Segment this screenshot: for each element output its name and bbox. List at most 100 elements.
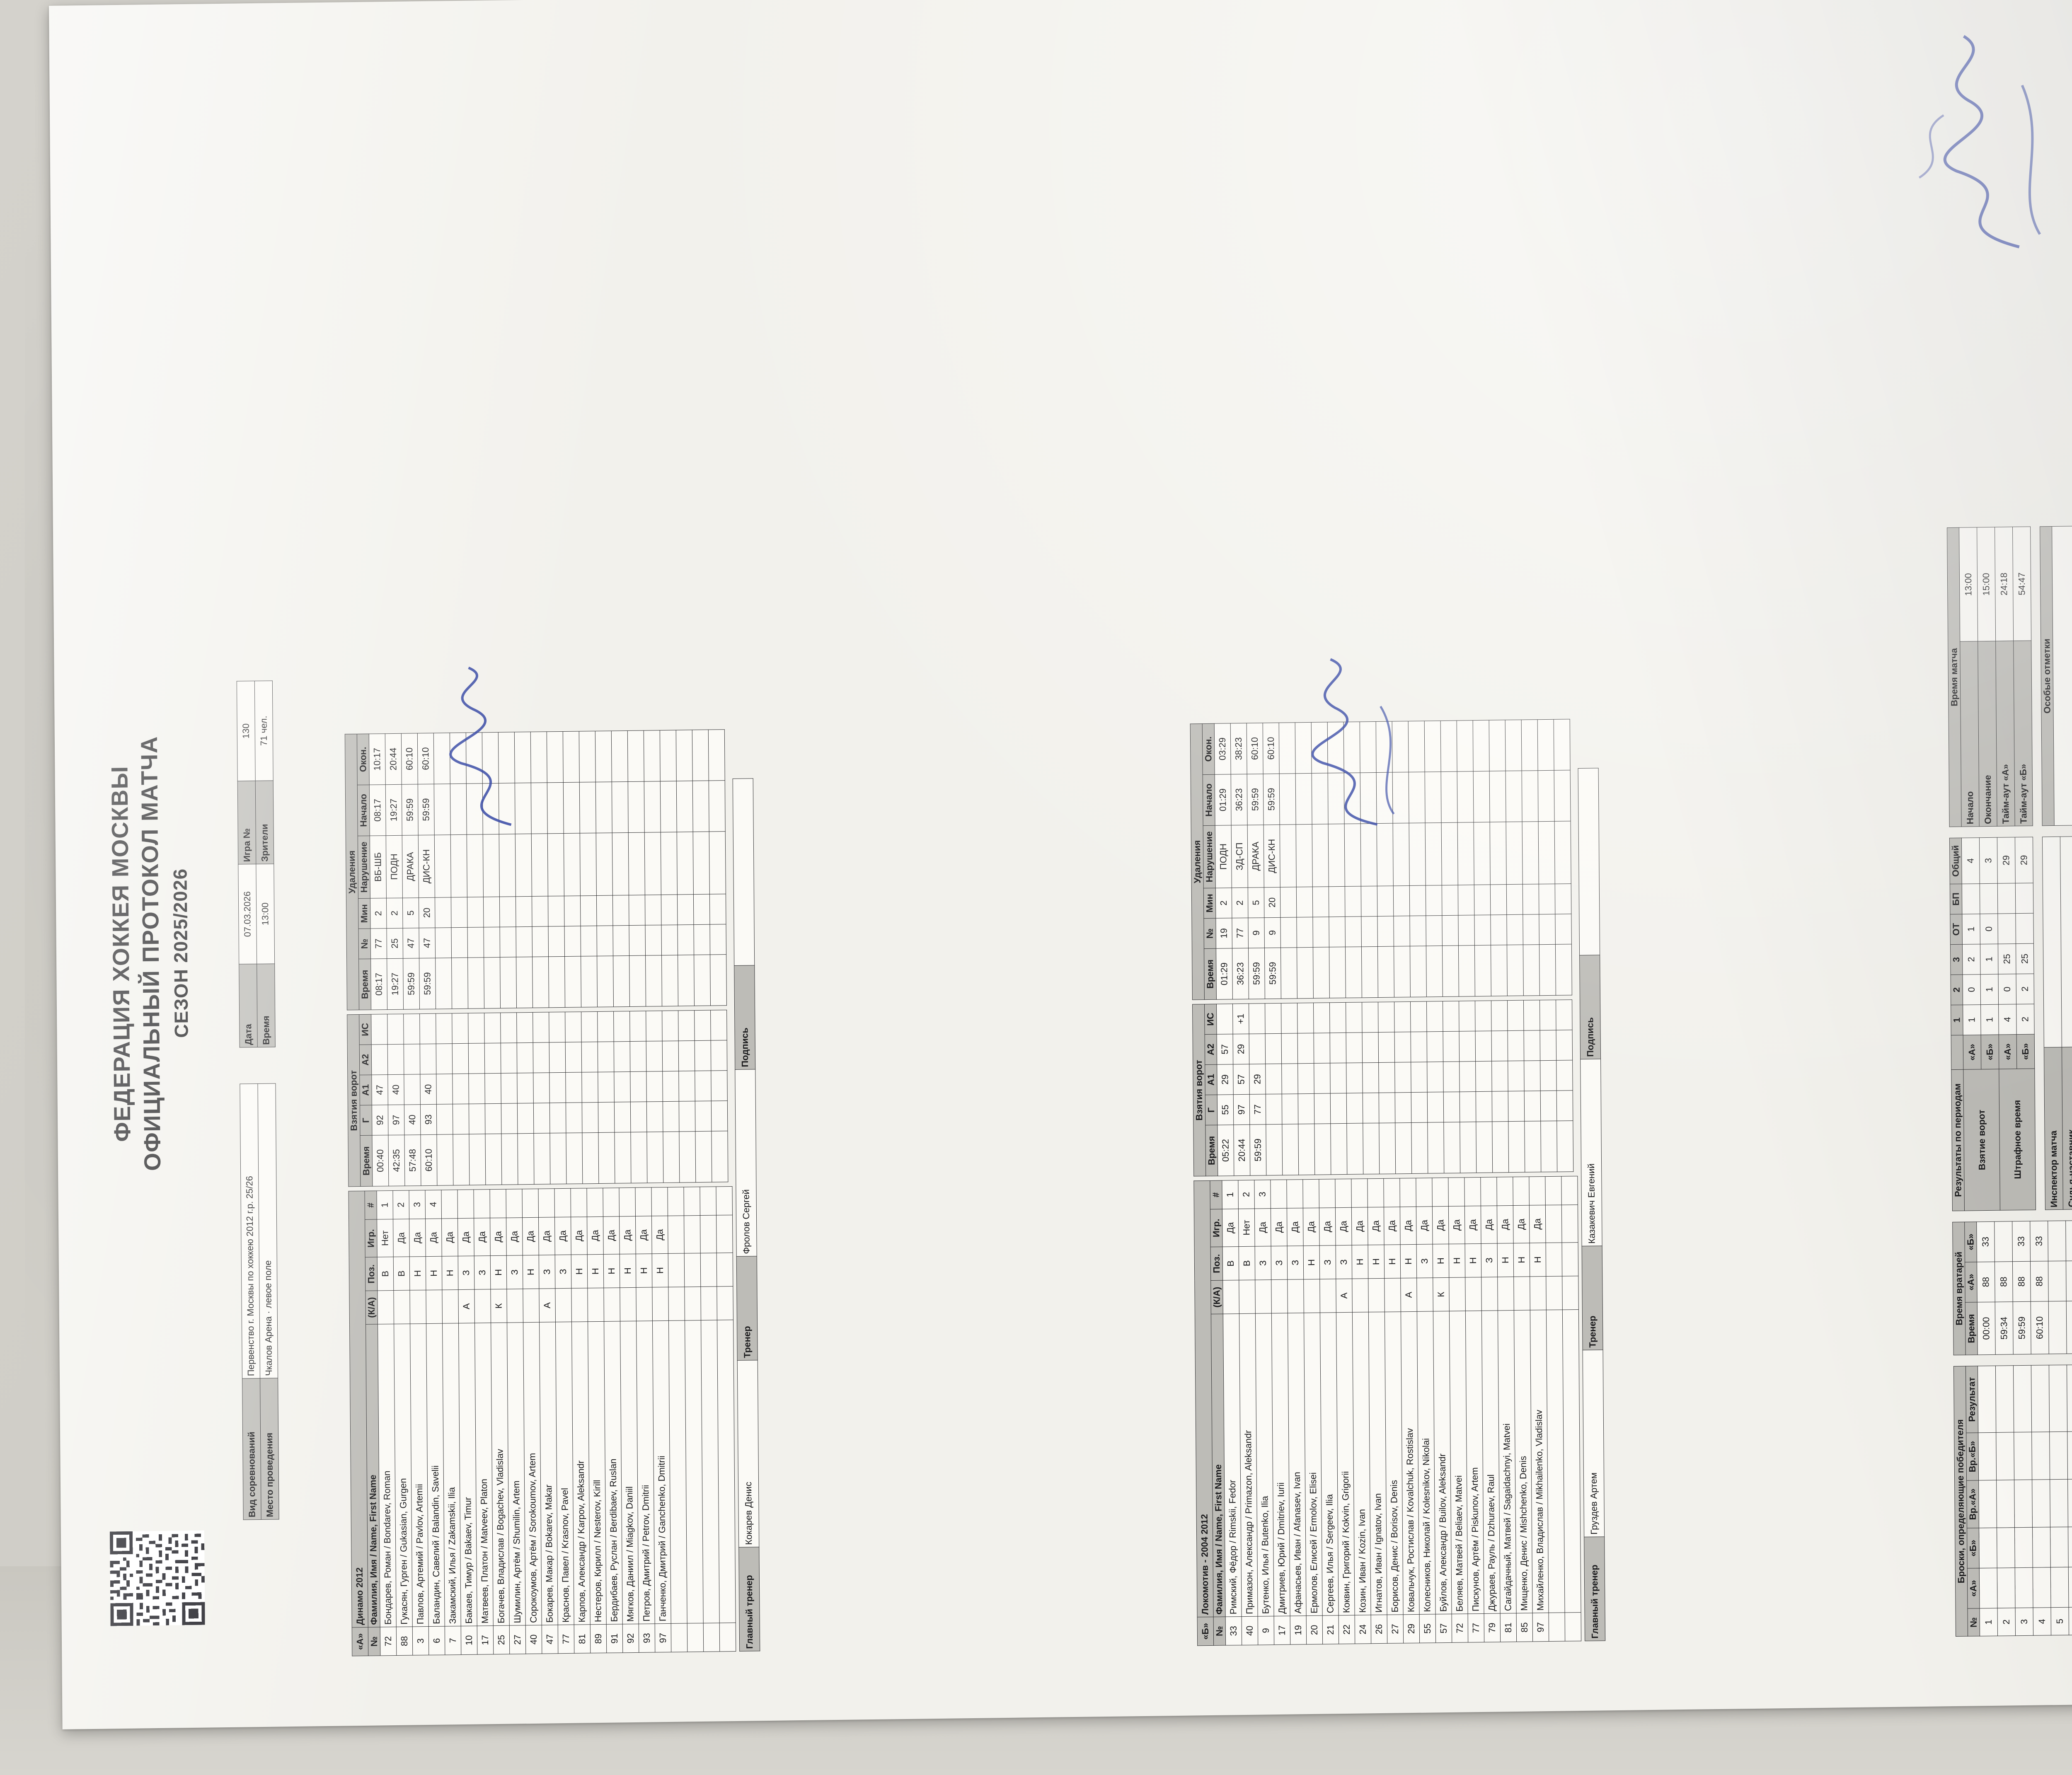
table-row[interactable] bbox=[1392, 721, 1411, 997]
table-row[interactable] bbox=[547, 731, 565, 1008]
list-item[interactable]: 59:59 88 33 bbox=[2012, 1221, 2031, 1354]
table-row[interactable] bbox=[1561, 1176, 1581, 1642]
table-row[interactable] bbox=[1329, 1002, 1347, 1175]
table-row[interactable] bbox=[1343, 721, 1362, 998]
table-row[interactable] bbox=[533, 1012, 550, 1185]
table-row[interactable]: 42:35 97 40 bbox=[387, 1014, 405, 1186]
list-item[interactable]: Инспектор матча bbox=[2042, 837, 2063, 1210]
table-row[interactable] bbox=[1394, 1001, 1412, 1174]
table-row[interactable] bbox=[1440, 721, 1459, 997]
table-row[interactable] bbox=[708, 729, 727, 1006]
table-row[interactable] bbox=[500, 1012, 518, 1185]
table-row[interactable]: 59:59 9 5 ДРАКА 59:59 60:10 bbox=[1247, 723, 1265, 999]
table-row[interactable] bbox=[1556, 999, 1573, 1172]
table-row[interactable]: 60:10 93 40 bbox=[419, 1013, 437, 1186]
table-row[interactable] bbox=[676, 730, 695, 1006]
table-row[interactable] bbox=[1537, 719, 1556, 996]
table-row[interactable] bbox=[530, 731, 549, 1008]
table-row[interactable] bbox=[1426, 1001, 1444, 1174]
table-row[interactable] bbox=[1491, 1000, 1509, 1173]
list-item[interactable]: 4 bbox=[2031, 1365, 2051, 1636]
table-row[interactable] bbox=[1539, 1000, 1557, 1172]
table-row[interactable] bbox=[482, 732, 501, 1008]
table-row[interactable] bbox=[433, 733, 452, 1009]
list-item[interactable]: 59:34 88 bbox=[1994, 1221, 2014, 1355]
table-row[interactable] bbox=[1346, 1002, 1363, 1175]
table-row[interactable] bbox=[1297, 1003, 1315, 1175]
table-row[interactable] bbox=[1360, 721, 1378, 998]
table-row[interactable] bbox=[716, 1186, 736, 1652]
table-row[interactable] bbox=[710, 1010, 728, 1183]
table-row[interactable] bbox=[629, 1011, 647, 1183]
table-row[interactable]: 59:59 77 29 bbox=[1249, 1003, 1266, 1176]
table-row[interactable] bbox=[1459, 1001, 1477, 1173]
table-row[interactable]: 59:59 47 5 ДРАКА 59:59 60:10 bbox=[401, 733, 420, 1010]
table-row[interactable] bbox=[1410, 1001, 1428, 1174]
table-row[interactable] bbox=[611, 730, 630, 1007]
table-row[interactable]: 59:59 9 20 ДИС-КН 59:59 60:10 bbox=[1263, 723, 1281, 999]
table-row[interactable] bbox=[1457, 720, 1475, 997]
table-row[interactable]: 20:44 97 57 29 +1 bbox=[1232, 1004, 1250, 1176]
list-item[interactable] bbox=[2065, 1220, 2072, 1354]
table-row[interactable] bbox=[549, 1012, 566, 1184]
table-row[interactable] bbox=[644, 730, 662, 1007]
table-row[interactable]: 08:17 77 2 ВБ-ШБ 08:17 10:17 bbox=[369, 733, 387, 1010]
table-row[interactable] bbox=[1279, 722, 1297, 999]
table-row[interactable] bbox=[1521, 719, 1540, 996]
table-row[interactable] bbox=[692, 730, 711, 1006]
list-item[interactable]: 5 bbox=[2049, 1365, 2069, 1635]
table-row[interactable] bbox=[1408, 721, 1427, 997]
table-row[interactable] bbox=[563, 731, 581, 1008]
table-row[interactable]: 05:22 55 29 57 bbox=[1216, 1004, 1234, 1176]
table-row[interactable] bbox=[436, 1013, 453, 1186]
table-row[interactable] bbox=[627, 730, 646, 1007]
table-row[interactable] bbox=[1473, 720, 1491, 996]
table-row[interactable] bbox=[646, 1011, 663, 1183]
table-row[interactable] bbox=[452, 1013, 470, 1185]
list-item[interactable]: 1 bbox=[1978, 1366, 1998, 1636]
table-row[interactable] bbox=[498, 732, 517, 1008]
table-row[interactable] bbox=[595, 731, 614, 1007]
table-row[interactable] bbox=[450, 733, 468, 1009]
table-row[interactable] bbox=[1265, 1003, 1283, 1175]
table-row[interactable] bbox=[484, 1013, 502, 1185]
table-row[interactable] bbox=[1378, 1001, 1396, 1174]
table-row[interactable] bbox=[1443, 1001, 1460, 1173]
table-row[interactable] bbox=[1424, 721, 1443, 997]
table-row[interactable] bbox=[565, 1011, 583, 1184]
table-row[interactable] bbox=[1489, 720, 1508, 996]
table-row[interactable]: 57:48 40 bbox=[403, 1013, 421, 1186]
table-row[interactable] bbox=[514, 732, 533, 1008]
table-row[interactable] bbox=[1281, 1003, 1299, 1175]
table-row[interactable] bbox=[1327, 722, 1346, 998]
list-item[interactable]: 60:10 88 33 bbox=[2030, 1221, 2049, 1354]
list-item[interactable]: 00:00 88 33 bbox=[1976, 1221, 1996, 1355]
table-row[interactable] bbox=[468, 1013, 486, 1185]
list-item[interactable] bbox=[2048, 1221, 2067, 1354]
table-row[interactable] bbox=[1313, 1002, 1331, 1175]
table-row[interactable] bbox=[1523, 1000, 1541, 1173]
table-row[interactable] bbox=[581, 1011, 599, 1184]
table-row[interactable] bbox=[579, 731, 598, 1007]
table-row[interactable] bbox=[597, 1011, 615, 1184]
list-item[interactable]: 3 bbox=[2013, 1365, 2033, 1636]
table-row[interactable] bbox=[466, 732, 484, 1009]
table-row[interactable] bbox=[660, 730, 678, 1006]
table-row[interactable] bbox=[1311, 722, 1330, 999]
table-row[interactable] bbox=[1376, 721, 1394, 998]
table-row[interactable]: 36:23 77 2 ЗД-СП 36:23 38:23 bbox=[1230, 723, 1249, 999]
table-row[interactable] bbox=[1362, 1002, 1380, 1174]
table-row[interactable] bbox=[1554, 719, 1572, 996]
table-row[interactable] bbox=[1505, 720, 1524, 996]
table-row[interactable] bbox=[662, 1011, 680, 1183]
table-row[interactable] bbox=[694, 1010, 712, 1183]
table-row[interactable] bbox=[516, 1012, 534, 1185]
table-row[interactable] bbox=[678, 1010, 696, 1183]
table-row[interactable] bbox=[1295, 722, 1314, 999]
list-item[interactable]: 2 bbox=[1995, 1365, 2016, 1636]
table-row[interactable] bbox=[613, 1011, 631, 1183]
table-row[interactable] bbox=[1507, 1000, 1525, 1173]
table-row[interactable]: 01:29 19 2 ПОДН 01:29 03:29 bbox=[1214, 723, 1233, 1000]
table-row[interactable]: 59:59 47 20 ДИС-КН 59:59 60:10 bbox=[417, 733, 436, 1009]
table-row[interactable] bbox=[1475, 1001, 1493, 1173]
